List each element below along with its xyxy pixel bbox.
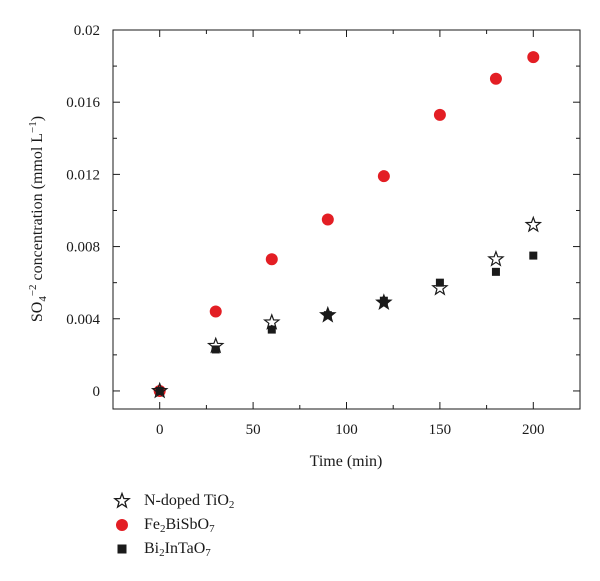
y-axis-ticks: 0 0.004 0.008 0.012 0.016 0.02 [66, 23, 580, 400]
legend-item-bi2intao7: Bi2InTaO7 [112, 537, 234, 561]
filled-circle-icon [116, 519, 128, 531]
filled-square-icon [117, 544, 127, 554]
fe2bisbo7-point [433, 108, 446, 121]
n-doped-tio2-point [524, 215, 543, 233]
x-axis-ticks: 0 50 100 150 200 [112, 30, 581, 438]
legend-label: Fe2BiSbO7 [144, 516, 215, 535]
legend-label: Bi2InTaO7 [144, 540, 211, 559]
x-tick-label: 0 [156, 422, 164, 438]
x-tick-label: 50 [246, 422, 261, 438]
bi2intao7-point [491, 267, 500, 276]
n-doped-tio2-point [319, 305, 337, 323]
plot-frame [112, 29, 581, 410]
y-tick-label: 0.004 [66, 312, 100, 328]
x-tick-label: 100 [335, 422, 358, 438]
y-tick-label: 0.008 [66, 240, 100, 256]
n-doped-tio2-point [431, 278, 449, 296]
legend-item-n-doped-tio2: N-doped TiO2 [112, 489, 234, 513]
open-star-icon [113, 491, 131, 509]
data-marks [150, 51, 543, 399]
bi2intao7-point [155, 386, 164, 395]
y-tick-label: 0.02 [74, 23, 100, 39]
legend-label: N-doped TiO2 [144, 492, 235, 511]
x-tick-label: 150 [429, 422, 452, 438]
n-doped-tio2-point [487, 249, 505, 267]
fe2bisbo7-point [527, 51, 540, 64]
n-doped-tio2-point [262, 313, 281, 330]
y-tick-label: 0 [93, 384, 101, 400]
fe2bisbo7-point [265, 253, 278, 266]
fe2bisbo7-point [377, 170, 390, 183]
n-doped-tio2-point [206, 336, 225, 354]
fe2bisbo7-point [321, 213, 334, 226]
n-doped-tio2-point [375, 293, 393, 311]
y-axis-title: SO4−2 concentration (mmol L−1) [27, 116, 49, 322]
legend: N-doped TiO2 Fe2BiSbO7 Bi2InTaO7 [112, 489, 234, 561]
y-tick-label: 0.012 [66, 167, 100, 183]
x-axis-title: Time (min) [310, 453, 383, 470]
fe2bisbo7-point [209, 305, 222, 318]
bi2intao7-point [435, 278, 444, 287]
fe2bisbo7-point [489, 72, 502, 85]
bi2intao7-point [529, 251, 538, 260]
y-tick-label: 0.016 [66, 95, 100, 111]
x-tick-label: 200 [522, 422, 545, 438]
n-doped-tio2-point [150, 381, 169, 399]
bi2intao7-point [267, 325, 276, 334]
legend-item-fe2bisbo7: Fe2BiSbO7 [112, 513, 234, 537]
